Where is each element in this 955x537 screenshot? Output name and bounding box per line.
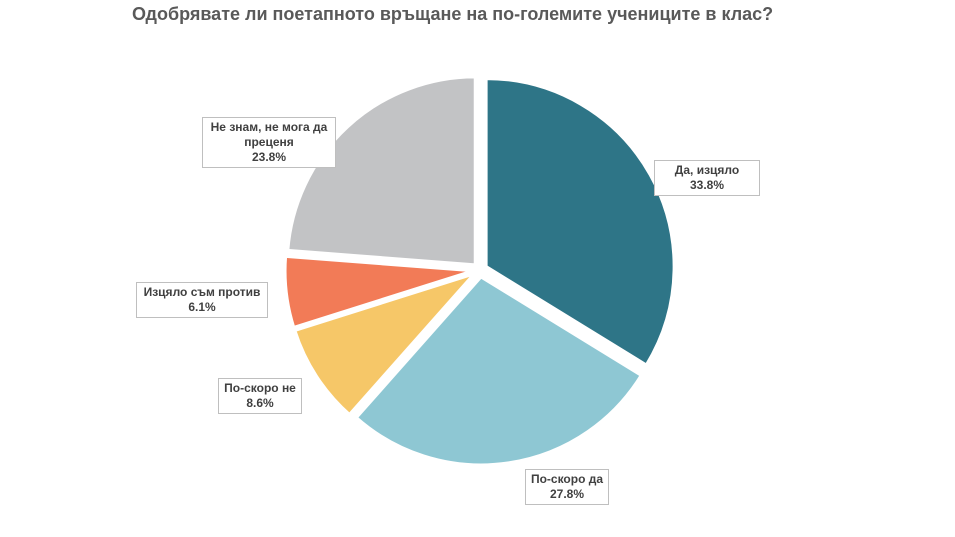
slice-dont-know	[286, 75, 477, 267]
slice-label: По-скоро да	[530, 472, 604, 486]
slice-value-label: 8.6%	[246, 396, 274, 410]
callout-rather-no: По-скоро не 8.6%	[218, 378, 302, 414]
slice-label-line-1: Не знам, не мога да	[210, 120, 328, 134]
slice-rather-no	[292, 270, 479, 417]
callout-yes-fully: Да, изцяло 33.8%	[654, 160, 760, 196]
slice-value-label: 27.8%	[549, 487, 585, 501]
slice-value-label: 6.1%	[188, 300, 216, 314]
slice-value-label: 33.8%	[689, 178, 725, 192]
slice-value-label: 23.8%	[251, 150, 287, 164]
slice-label: По-скоро не	[224, 381, 296, 395]
slice-label-line-2: преценя	[244, 135, 294, 149]
slice-rather-yes	[354, 274, 644, 467]
callout-fully-against: Изцяло съм против 6.1%	[136, 282, 268, 318]
slice-fully-against	[283, 254, 474, 330]
slice-yes-fully	[484, 77, 676, 368]
chart-title: Одобрявате ли поетапното връщане на по-г…	[132, 4, 774, 24]
slice-label: Изцяло съм против	[143, 285, 261, 299]
slice-label: Да, изцяло	[674, 163, 740, 177]
callout-rather-yes: По-скоро да 27.8%	[525, 469, 609, 505]
callout-dont-know: Не знам, не мога да преценя 23.8%	[202, 117, 336, 168]
